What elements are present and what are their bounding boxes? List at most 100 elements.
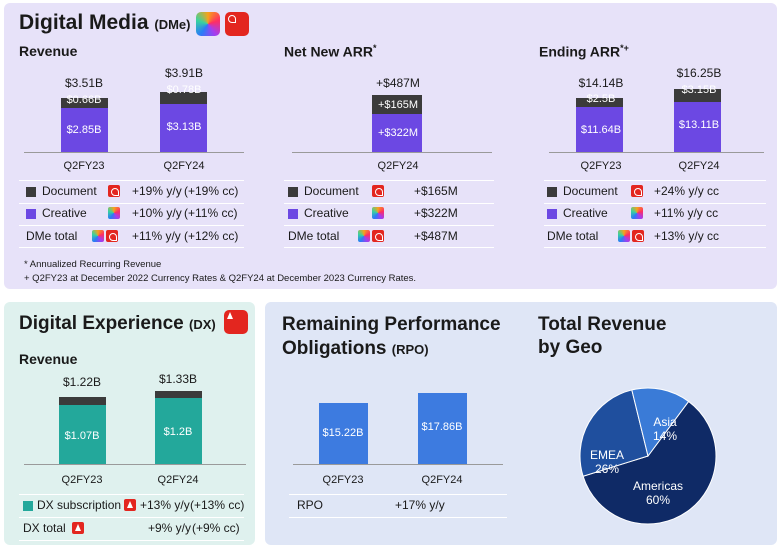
acrobat-icon (106, 230, 118, 242)
creative-cloud-icon (618, 230, 630, 242)
acrobat-icon (225, 12, 249, 36)
dx-row-cc: (+13% cc) (190, 498, 245, 512)
rpo-bar-q2fy23 (319, 403, 368, 464)
dme-title-paren: (DMe) (154, 17, 191, 32)
rpo-tick-2: Q2FY24 (421, 474, 463, 486)
dme-end-cre-label-2: $13.11B (678, 119, 720, 131)
geo-title: Total Revenue by Geo (538, 314, 667, 358)
dx-sub-label-2: $1.2B (163, 426, 193, 438)
dx-title: Digital Experience (DX) (19, 313, 216, 334)
row-divider (284, 225, 494, 226)
row-divider (19, 225, 244, 226)
rpo-label-2: $17.86B (421, 421, 463, 433)
dme-rev-row-label: Creative (42, 206, 87, 220)
dx-row-growth: +13% y/y (140, 498, 190, 512)
dme-rev-cre-label-2: $3.13B (166, 121, 202, 133)
row-divider (544, 247, 766, 248)
document-swatch (288, 187, 298, 197)
dme-revenue-heading: Revenue (19, 43, 78, 59)
footnote-arr: * Annualized Recurring Revenue (24, 259, 162, 270)
dme-revenue-axis (24, 152, 244, 153)
creative-swatch (288, 209, 298, 219)
dme-netnew-row-value: +$487M (414, 229, 458, 243)
dme-end-bar-document-q2fy24 (674, 89, 721, 102)
row-divider (544, 225, 766, 226)
dme-rev-bar-document-q2fy23 (61, 97, 108, 109)
dx-title-paren: (DX) (189, 317, 216, 332)
row-divider (19, 494, 244, 495)
adobe-icon (72, 522, 84, 534)
pie-label-pct: 14% (653, 429, 677, 443)
dme-end-bar-document-q2fy23 (576, 97, 623, 108)
dme-end-row-label: Document (563, 184, 618, 198)
row-divider (19, 247, 244, 248)
pie-label-pct: 26% (595, 462, 619, 476)
dx-row-label: DX total (23, 521, 66, 535)
pie-slice-asia (631, 387, 690, 458)
dx-sub-label-1: $1.07B (64, 430, 100, 442)
row-divider (284, 180, 494, 181)
dme-ending-axis (549, 152, 764, 153)
dme-end-tick-2: Q2FY24 (678, 160, 720, 172)
dx-row-growth: +9% y/y (148, 521, 192, 535)
dme-rev-row-label: DMe total (26, 229, 78, 243)
dx-revenue-heading: Revenue (19, 351, 78, 367)
dx-axis (24, 464, 246, 465)
dme-end-total-1: $14.14B (578, 76, 624, 90)
row-divider (284, 203, 494, 204)
dme-end-row-value: +13% y/y cc (654, 229, 720, 243)
creative-cloud-icon (372, 207, 384, 219)
rpo-label-1: $15.22B (322, 427, 364, 439)
dme-netnew-total: +$487M (376, 76, 420, 90)
dme-netnew-bar-document (372, 95, 422, 115)
dx-bar-subscription-q2fy24 (155, 398, 202, 464)
acrobat-icon (631, 185, 643, 197)
dx-tick-2: Q2FY24 (157, 474, 199, 486)
rpo-title: Remaining Performance Obligations (RPO) (282, 314, 501, 359)
digital-media-panel: Digital Media (DMe) Revenue $3.51B $0.66… (4, 3, 777, 289)
dme-netnew-bar-creative (372, 114, 422, 152)
dme-rev-cre-label-1: $2.85B (66, 124, 102, 136)
pie-slice-americas (582, 400, 717, 525)
dx-total-2: $1.33B (158, 372, 198, 386)
dme-rev-row-growth: +10% y/y (132, 206, 182, 220)
dme-end-bar-creative-q2fy24 (674, 101, 721, 152)
dme-rev-doc-label-2: $0.78B (166, 84, 202, 96)
rpo-title-paren: (RPO) (391, 342, 429, 357)
rpo-axis (293, 464, 503, 465)
pie-label-name: Asia (653, 415, 677, 429)
dme-rev-tick-1: Q2FY23 (63, 160, 105, 172)
row-divider (19, 517, 244, 518)
creative-cloud-icon (196, 12, 220, 36)
rpo-bar-q2fy24 (418, 392, 467, 464)
dx-bar-other-q2fy24 (155, 390, 202, 398)
document-swatch (26, 187, 36, 197)
row-divider (544, 203, 766, 204)
rpo-tick-1: Q2FY23 (322, 474, 364, 486)
row-divider (289, 517, 507, 518)
dme-rev-row-cc: (+19% cc) (184, 184, 239, 198)
dme-netnew-doc-label: +$165M (377, 99, 419, 111)
dx-total-1: $1.22B (62, 375, 102, 389)
adobe-icon (124, 499, 136, 511)
creative-cloud-icon (631, 207, 643, 219)
dme-rev-bar-creative-q2fy23 (61, 108, 108, 152)
dme-end-bar-creative-q2fy23 (576, 107, 623, 152)
dme-end-total-2: $16.25B (676, 66, 722, 80)
dme-end-doc-label-1: $2.5B (586, 93, 616, 105)
creative-cloud-icon (108, 207, 120, 219)
dme-netnew-axis (292, 152, 492, 153)
dme-rev-row-cc: (+12% cc) (184, 229, 239, 243)
dme-end-row-label: DMe total (547, 229, 599, 243)
footnote-currency: + Q2FY23 at December 2022 Currency Rates… (24, 273, 417, 284)
dme-end-cre-label-1: $11.64B (580, 124, 622, 136)
row-divider (284, 247, 494, 248)
dx-bar-other-q2fy23 (59, 396, 106, 406)
dme-netnew-tick: Q2FY24 (377, 160, 419, 172)
dme-rev-doc-label-1: $0.66B (66, 94, 102, 106)
creative-swatch (547, 209, 557, 219)
dme-end-row-label: Creative (563, 206, 608, 220)
pie-label-pct: 60% (646, 493, 670, 507)
netnew-footnote-mark: * (372, 43, 377, 53)
dme-title: Digital Media (DMe) (19, 11, 191, 34)
